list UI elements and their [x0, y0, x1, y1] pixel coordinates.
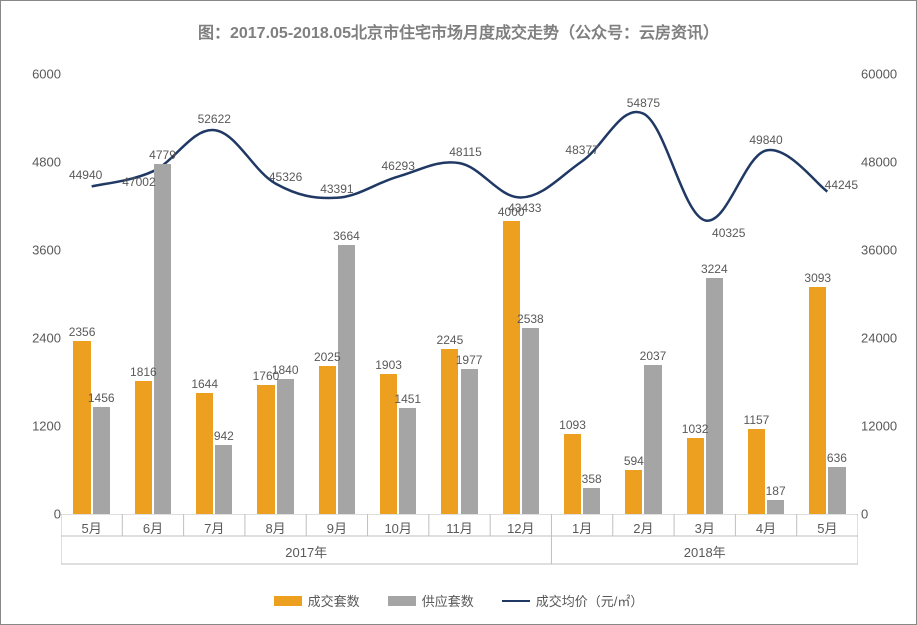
bar-deal-label: 2025 [314, 350, 341, 364]
y-axis-right: 01200024000360004800060000 [856, 76, 916, 514]
bar-deal-label: 1157 [744, 413, 770, 427]
bar-supply-label: 1451 [394, 392, 421, 406]
price-label: 44940 [69, 168, 102, 182]
bar-supply-label: 636 [827, 451, 847, 465]
labels-layer: 2356145618164779164494217601840202536641… [61, 76, 856, 514]
x-month-label: 8月 [265, 518, 285, 537]
plot-area: 2356145618164779164494217601840202536641… [61, 76, 856, 514]
legend-swatch-line [502, 600, 530, 602]
y-tick: 60000 [861, 67, 917, 82]
legend-swatch-bar2 [388, 596, 416, 606]
chart-container: 图：2017.05-2018.05北京市住宅市场月度成交走势（公众号：云房资讯）… [0, 0, 917, 625]
bar-supply-label: 187 [766, 484, 786, 498]
y-tick: 48000 [861, 155, 917, 170]
bar-deal-label: 1903 [375, 358, 402, 372]
bar-deal-label: 1644 [191, 377, 218, 391]
bar-supply-label: 358 [582, 472, 602, 486]
x-month-label: 6月 [143, 518, 163, 537]
y-axis-left: 012002400360048006000 [1, 76, 61, 514]
x-month-label: 2月 [633, 518, 653, 537]
price-label: 47002 [122, 175, 155, 189]
legend-item-bar1: 成交套数 [274, 591, 360, 610]
legend-item-line: 成交均价（元/㎡） [502, 591, 644, 610]
bar-supply-label: 942 [214, 429, 234, 443]
bar-supply-label: 1456 [88, 391, 115, 405]
y-tick: 6000 [1, 67, 61, 82]
y-tick: 4800 [1, 155, 61, 170]
legend-label-bar2: 供应套数 [422, 591, 474, 610]
bar-supply-label: 1977 [456, 353, 483, 367]
x-month-label: 10月 [384, 518, 411, 537]
price-label: 44245 [825, 178, 858, 192]
x-month-label: 5月 [817, 518, 837, 537]
price-label: 43433 [508, 201, 541, 215]
y-tick: 1200 [1, 419, 61, 434]
price-label: 40325 [712, 226, 745, 240]
y-tick: 36000 [861, 243, 917, 258]
x-month-label: 7月 [204, 518, 224, 537]
bar-deal-label: 1032 [682, 422, 709, 436]
bar-deal-label: 1816 [130, 365, 157, 379]
legend: 成交套数 供应套数 成交均价（元/㎡） [1, 591, 916, 610]
y-tick: 0 [1, 507, 61, 522]
bar-supply-label: 2538 [517, 312, 544, 326]
y-tick: 3600 [1, 243, 61, 258]
y-tick: 0 [861, 507, 917, 522]
x-month-label: 1月 [572, 518, 592, 537]
x-year-label: 2017年 [285, 542, 327, 561]
x-month-label: 4月 [756, 518, 776, 537]
price-label: 45326 [269, 170, 302, 184]
price-label: 49840 [749, 133, 782, 147]
legend-swatch-bar1 [274, 596, 302, 606]
bar-deal-label: 3093 [804, 271, 831, 285]
price-label: 46293 [382, 159, 415, 173]
chart-title: 图：2017.05-2018.05北京市住宅市场月度成交走势（公众号：云房资讯） [1, 1, 916, 53]
x-month-label: 12月 [507, 518, 534, 537]
bar-deal-label: 2245 [437, 333, 464, 347]
price-label: 48377 [565, 143, 598, 157]
price-label: 52622 [198, 112, 231, 126]
x-axis-layer: 5月 6月 7月 8月 9月 10月 11月 12月 1月 2月 3月 4月 5月 2017年 2018年 [61, 514, 856, 569]
bar-supply-label: 2037 [640, 349, 667, 363]
bar-supply-label: 4779 [149, 148, 176, 162]
bar-supply-label: 1840 [272, 363, 299, 377]
y-tick: 12000 [861, 419, 917, 434]
legend-label-bar1: 成交套数 [308, 591, 360, 610]
bar-supply-label: 3664 [333, 229, 360, 243]
bar-supply-label: 3224 [701, 262, 728, 276]
x-month-label: 9月 [327, 518, 347, 537]
legend-label-line: 成交均价（元/㎡） [536, 591, 644, 610]
bar-deal-label: 2356 [69, 325, 96, 339]
x-month-label: 3月 [695, 518, 715, 537]
bar-deal-label: 1093 [559, 418, 586, 432]
x-month-label: 5月 [82, 518, 102, 537]
y-tick: 2400 [1, 331, 61, 346]
price-label: 48115 [449, 145, 481, 159]
price-label: 43391 [320, 182, 353, 196]
legend-item-bar2: 供应套数 [388, 591, 474, 610]
y-tick: 24000 [861, 331, 917, 346]
x-month-label: 11月 [446, 518, 473, 537]
bar-deal-label: 594 [624, 454, 644, 468]
x-year-label: 2018年 [684, 542, 726, 561]
price-label: 54875 [627, 96, 660, 110]
